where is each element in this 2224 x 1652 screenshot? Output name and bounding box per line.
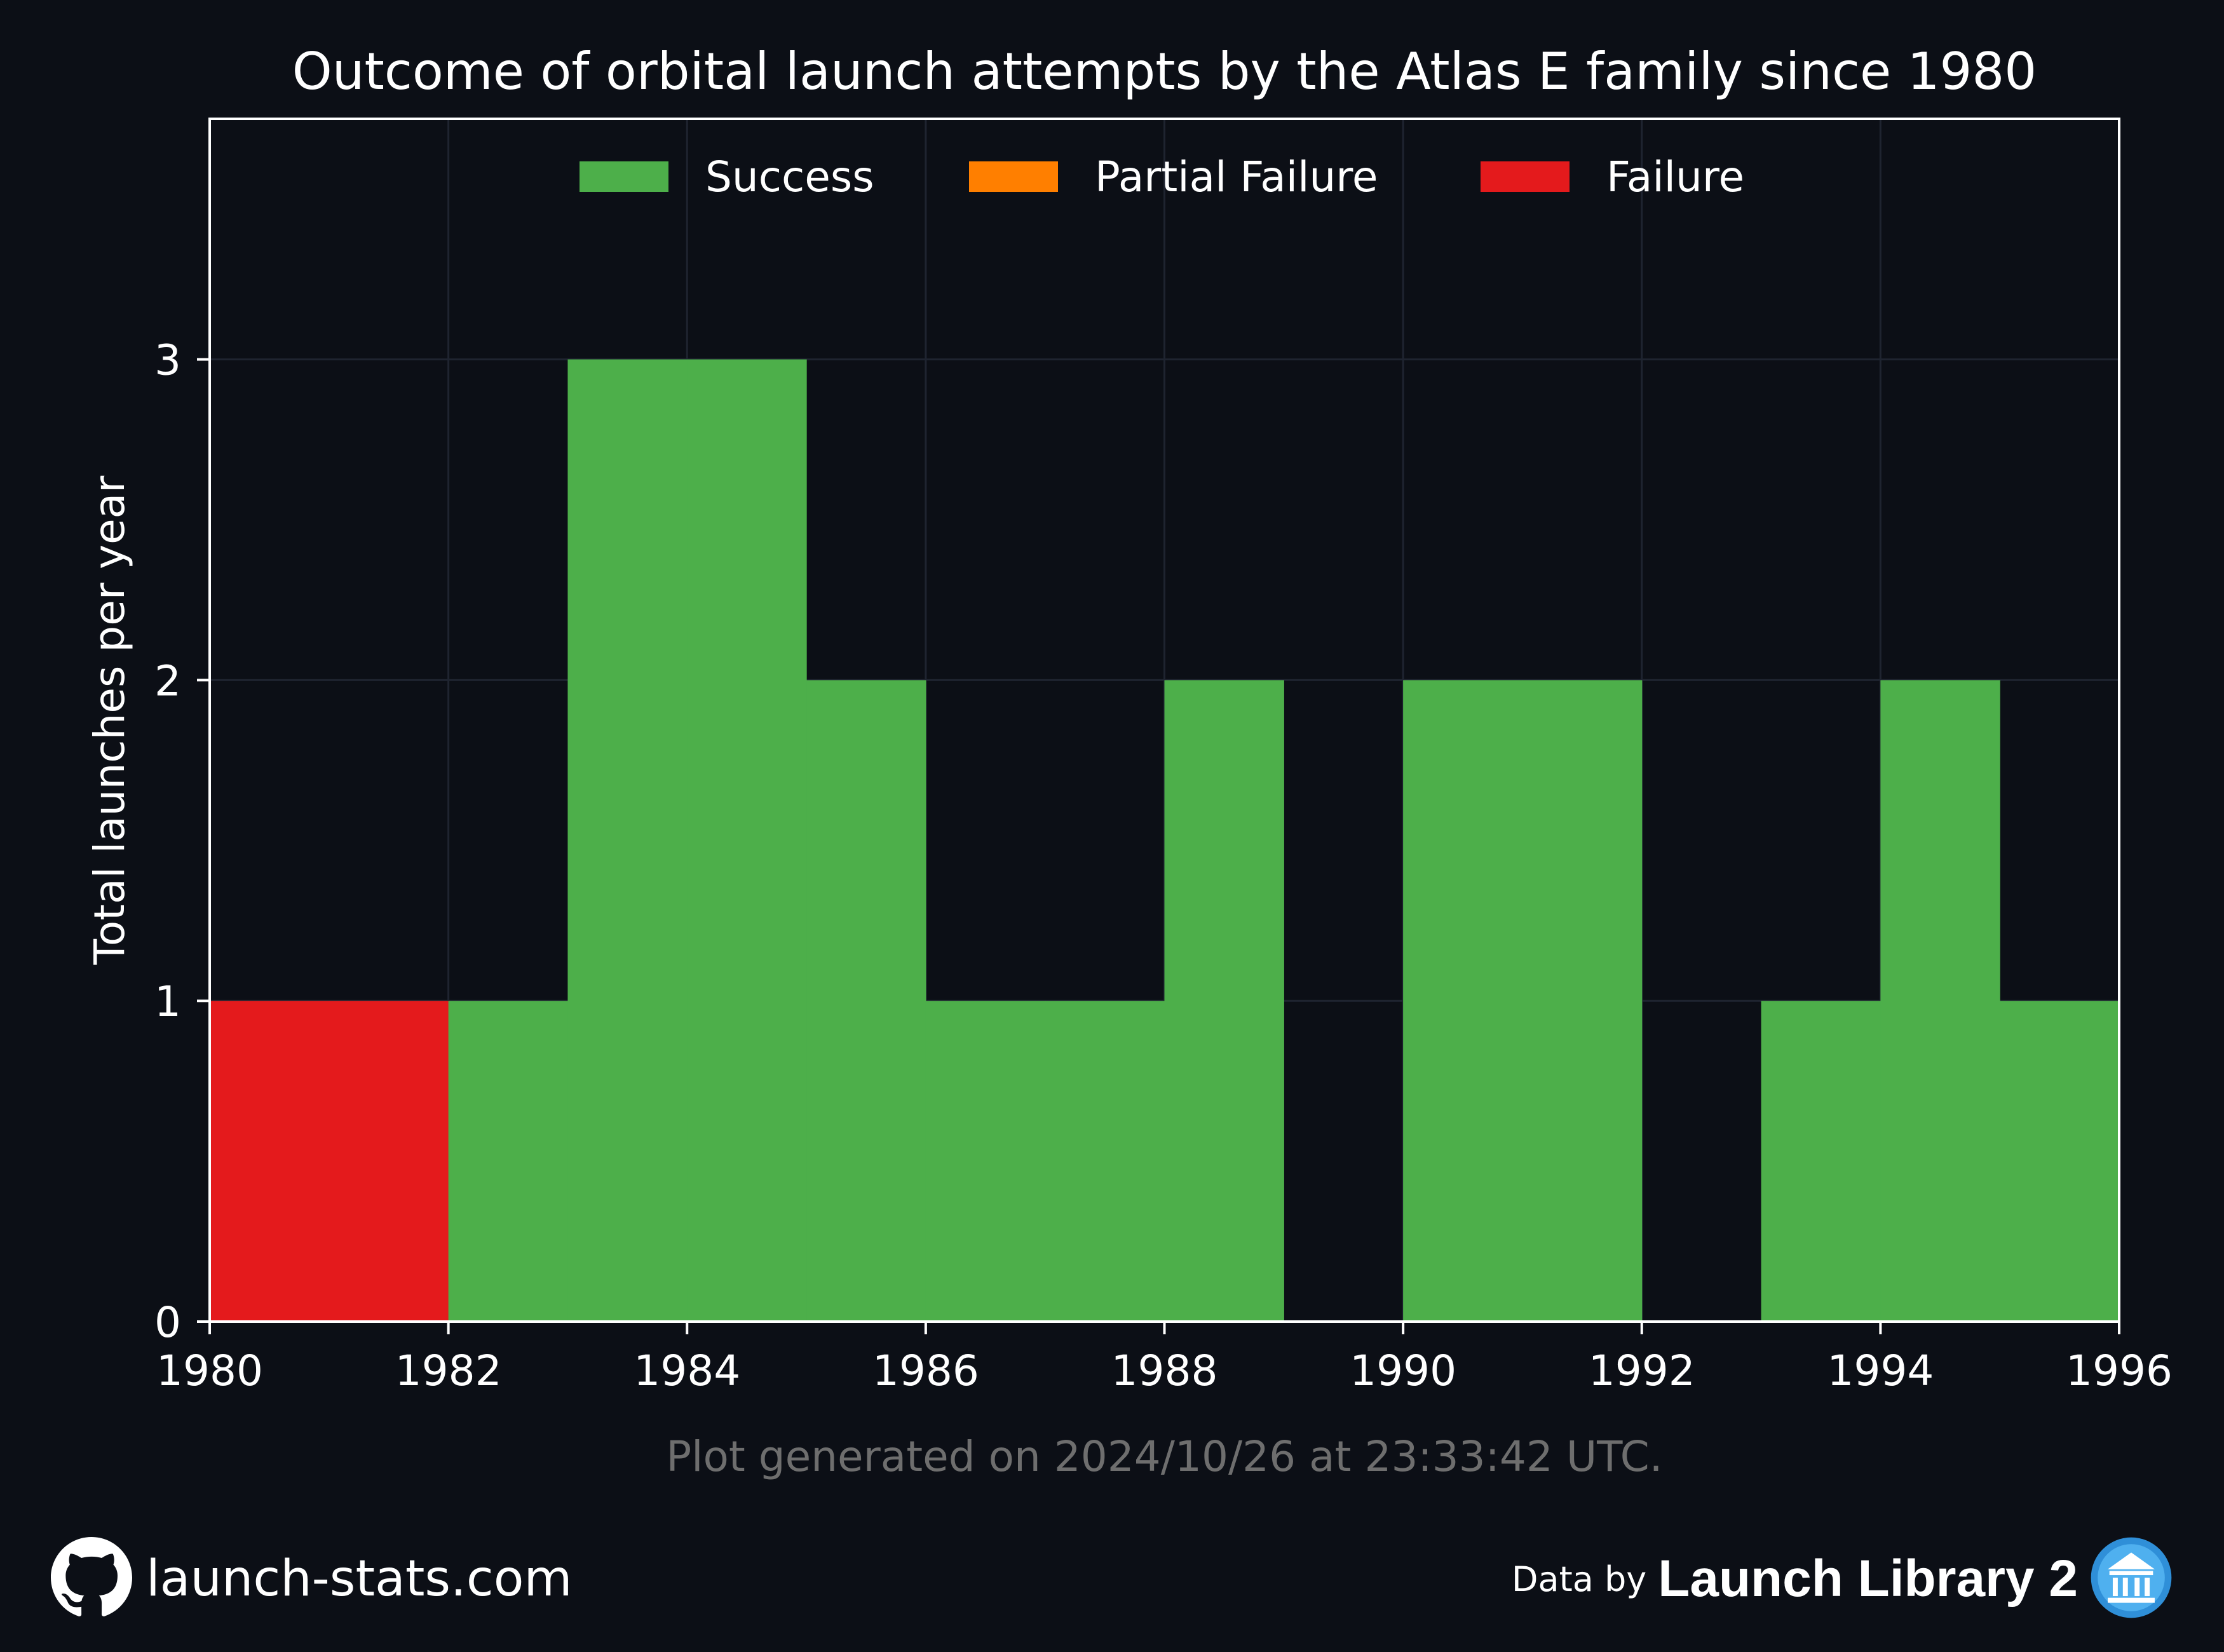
y-tick-label: 1 [154, 977, 181, 1026]
y-tick-label: 3 [154, 336, 181, 385]
y-axis-label: Total launches per year [85, 475, 134, 965]
x-tick-label: 1980 [156, 1346, 263, 1395]
legend-swatch-failure [1481, 161, 1570, 192]
bar-success-1988 [1164, 680, 1284, 1322]
y-tick-label: 0 [154, 1298, 181, 1347]
x-tick-label: 1988 [1111, 1346, 1218, 1395]
x-tick-label: 1984 [634, 1346, 740, 1395]
legend-label: Partial Failure [1095, 152, 1378, 201]
site-link[interactable]: launch-stats.com [146, 1550, 573, 1608]
legend-swatch-partial-failure [969, 161, 1058, 192]
bar-success-1984 [687, 359, 807, 1322]
github-icon [51, 1537, 132, 1621]
x-tick-label: 1992 [1589, 1346, 1695, 1395]
legend-label: Failure [1606, 152, 1744, 201]
launch-library-icon [2089, 1536, 2173, 1622]
x-tick-label: 1982 [395, 1346, 502, 1395]
bar-success-1993 [1761, 1001, 1881, 1322]
bar-success-1991 [1522, 680, 1643, 1322]
bar-success-1982 [448, 1001, 569, 1322]
data-by-label: Data by [1511, 1559, 1647, 1599]
bar-success-1994 [1880, 680, 2000, 1322]
x-tick-label: 1986 [872, 1346, 979, 1395]
x-tick-label: 1996 [2066, 1346, 2173, 1395]
x-tick-label: 1990 [1350, 1346, 1456, 1395]
bar-success-1990 [1403, 680, 1523, 1322]
footer-attribution: Data by Launch Library 2 [1511, 1536, 2173, 1622]
bar-failure-1981 [329, 1001, 449, 1322]
bar-failure-1980 [210, 1001, 330, 1322]
bar-success-1986 [925, 1001, 1046, 1322]
footer-site[interactable]: launch-stats.com [51, 1537, 573, 1621]
chart-title: Outcome of orbital launch attempts by th… [292, 42, 2037, 101]
bar-success-1987 [1045, 1001, 1165, 1322]
footnote: Plot generated on 2024/10/26 at 23:33:42… [666, 1432, 1662, 1481]
bar-success-1995 [2000, 1001, 2120, 1322]
bar-success-1983 [567, 359, 688, 1322]
y-tick-label: 2 [154, 656, 181, 705]
legend-swatch-success [580, 161, 668, 192]
bar-success-1985 [806, 680, 926, 1322]
x-tick-label: 1994 [1827, 1346, 1934, 1395]
legend-label: Success [705, 152, 874, 201]
provider-name[interactable]: Launch Library 2 [1658, 1550, 2078, 1608]
